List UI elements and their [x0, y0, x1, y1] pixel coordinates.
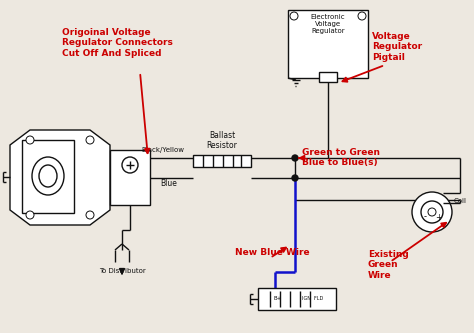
Circle shape	[292, 175, 298, 181]
Circle shape	[26, 211, 34, 219]
Text: +: +	[436, 212, 442, 221]
Text: Blue: Blue	[160, 178, 177, 187]
Circle shape	[421, 201, 443, 223]
Text: To Distributor: To Distributor	[99, 268, 146, 274]
Circle shape	[290, 12, 298, 20]
Text: Ballast
Resistor: Ballast Resistor	[207, 131, 237, 150]
Text: Existing
Green
Wire: Existing Green Wire	[368, 250, 409, 280]
Text: Black/Yellow: Black/Yellow	[142, 147, 184, 153]
Bar	[110, 150, 150, 205]
Ellipse shape	[39, 165, 57, 187]
Text: Origoinal Voltage
Regulator Connectors
Cut Off And Spliced: Origoinal Voltage Regulator Connectors C…	[62, 28, 173, 58]
Circle shape	[86, 136, 94, 144]
Bar	[193, 155, 251, 167]
Polygon shape	[10, 130, 110, 225]
Bar	[22, 140, 74, 213]
Bar	[288, 10, 368, 78]
Bar	[258, 288, 336, 310]
Text: New Blue Wire: New Blue Wire	[235, 248, 310, 257]
Circle shape	[86, 211, 94, 219]
Text: B+: B+	[274, 296, 282, 301]
Text: Green to Green
Blue to Blue(s): Green to Green Blue to Blue(s)	[302, 148, 380, 167]
Text: IGN  FLD: IGN FLD	[302, 296, 324, 301]
Text: -: -	[423, 212, 427, 221]
Circle shape	[26, 136, 34, 144]
Ellipse shape	[32, 157, 64, 195]
Circle shape	[358, 12, 366, 20]
Circle shape	[412, 192, 452, 232]
Bar	[319, 72, 337, 82]
Text: Voltage
Regulator
Pigtail: Voltage Regulator Pigtail	[372, 32, 422, 62]
Text: Electronic
Voltage
Regulator: Electronic Voltage Regulator	[310, 14, 346, 34]
Circle shape	[292, 155, 298, 161]
Circle shape	[428, 208, 436, 216]
Text: Coil: Coil	[454, 198, 467, 204]
Circle shape	[122, 157, 138, 173]
